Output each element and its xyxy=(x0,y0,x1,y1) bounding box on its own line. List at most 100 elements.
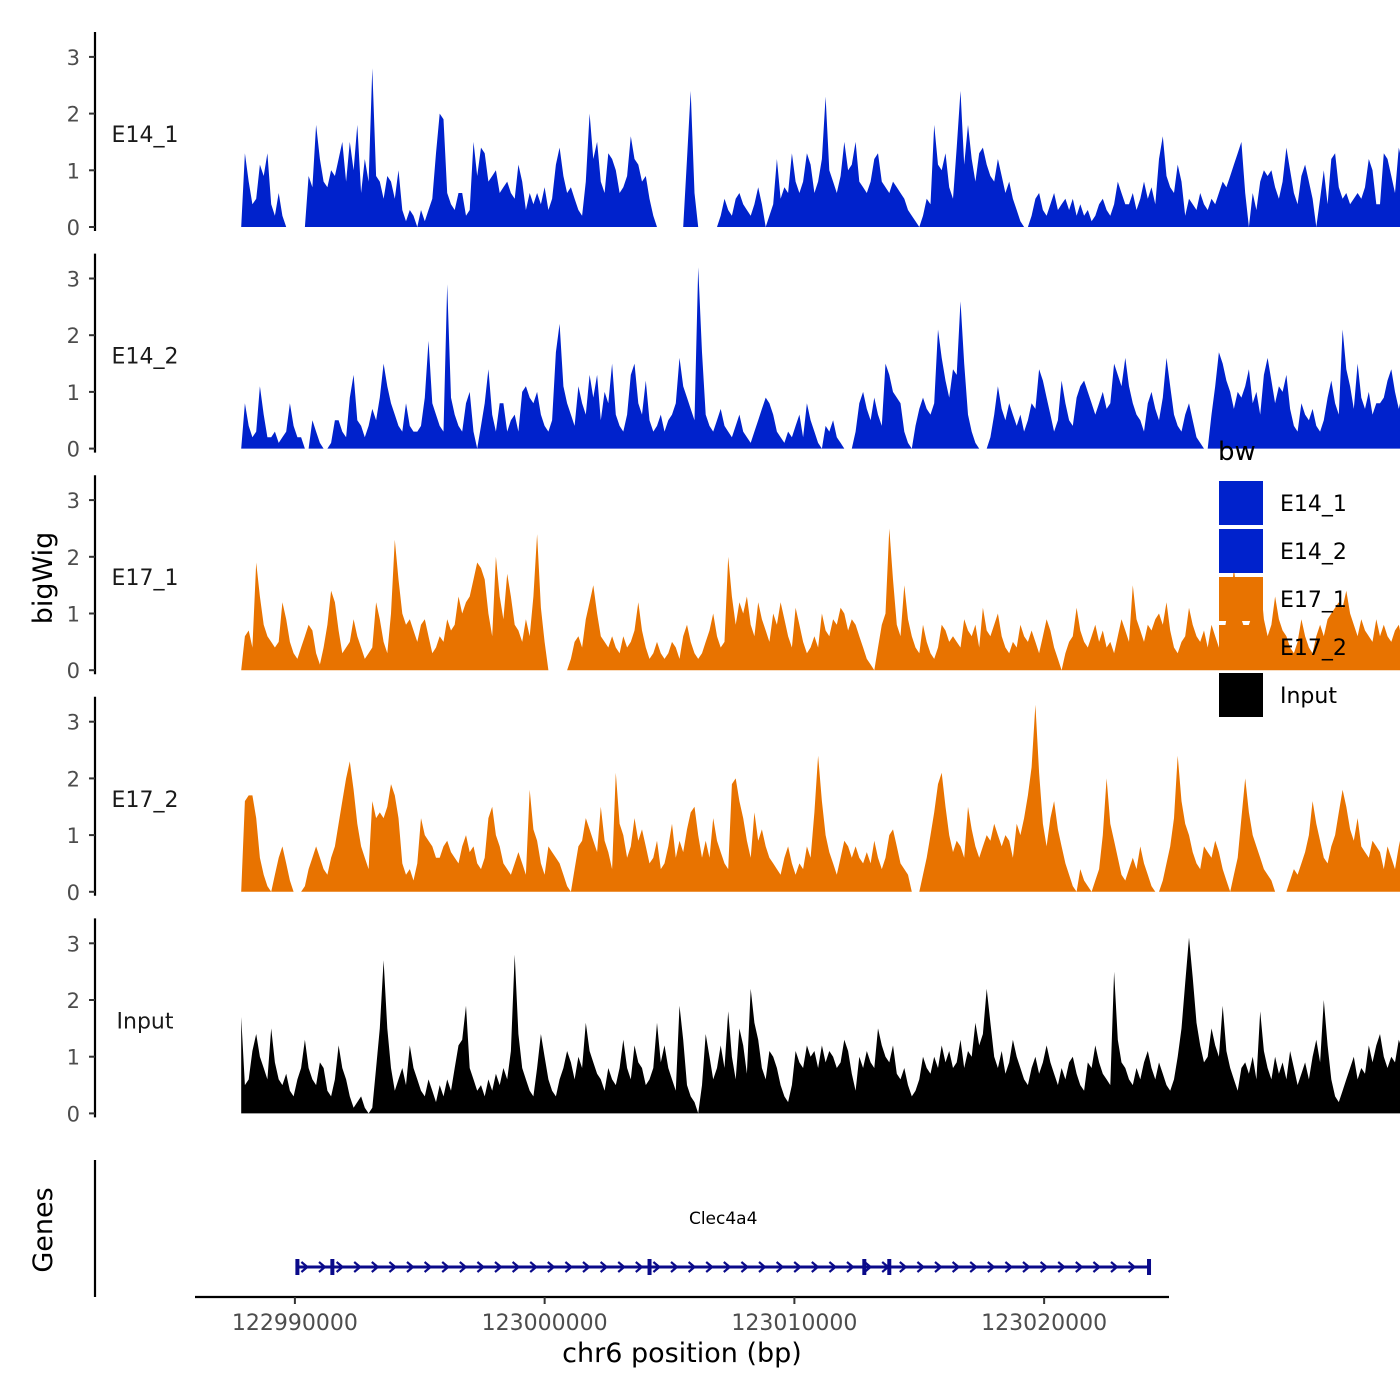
area-e14_1 xyxy=(241,68,1400,227)
exon-mark xyxy=(862,1259,867,1275)
strand-arrow xyxy=(1039,1261,1049,1273)
y-tick-label: 2 xyxy=(67,103,80,127)
genes-axis-title: Genes xyxy=(28,1187,59,1272)
strand-arrow xyxy=(441,1261,450,1273)
y-tick-label: 2 xyxy=(67,546,80,570)
legend: bw E14_1 E14_2 E17_1 E17_2 Input xyxy=(1218,437,1347,717)
y-tick-label: 3 xyxy=(67,46,80,70)
strand-arrow xyxy=(740,1261,750,1273)
legend-label: E14_2 xyxy=(1280,540,1347,565)
strand-arrow xyxy=(564,1261,574,1273)
strand-arrow xyxy=(758,1261,767,1273)
strand-arrow xyxy=(775,1261,785,1273)
y-tick-label: 1 xyxy=(67,159,80,183)
track-label-input: Input xyxy=(117,1009,174,1034)
legend-label: E17_2 xyxy=(1280,636,1347,661)
track-label-e17_1: E17_1 xyxy=(112,566,179,591)
strand-arrow xyxy=(529,1261,538,1273)
strand-arrow xyxy=(723,1261,732,1273)
strand-arrow xyxy=(599,1261,609,1273)
strand-arrow xyxy=(687,1261,697,1273)
gene-clec4a4: Clec4a4 xyxy=(295,1209,1152,1275)
strand-arrow xyxy=(476,1261,486,1273)
strand-arrow xyxy=(423,1261,433,1273)
legend-swatch xyxy=(1219,673,1263,717)
track-e14_2: 0 1 2 3 E14_2 xyxy=(67,253,1400,462)
gene-label: Clec4a4 xyxy=(689,1209,757,1229)
strand-arrow xyxy=(987,1261,996,1273)
y-tick-label: 3 xyxy=(67,268,80,292)
y-tick-label: 1 xyxy=(67,1046,80,1070)
legend-item-input: Input xyxy=(1219,673,1337,717)
x-tick-label: 122990000 xyxy=(232,1311,358,1336)
strand-arrow xyxy=(371,1261,380,1273)
y-tick-label: 0 xyxy=(67,881,80,905)
legend-swatch xyxy=(1219,577,1263,621)
exon-mark xyxy=(295,1259,300,1275)
y-tick-label: 2 xyxy=(67,989,80,1013)
strand-arrow xyxy=(846,1261,855,1273)
track-input: 0 1 2 3 Input xyxy=(67,918,1400,1126)
strand-arrow xyxy=(1057,1261,1066,1273)
legend-item-e14_2: E14_2 xyxy=(1219,529,1347,573)
strand-arrow xyxy=(705,1261,714,1273)
x-tick-label: 123000000 xyxy=(482,1311,608,1336)
strand-arrow xyxy=(1110,1261,1119,1273)
y-tick-label: 3 xyxy=(67,711,80,735)
strand-arrow xyxy=(1075,1261,1084,1273)
strand-arrow xyxy=(652,1261,662,1273)
track-label-e14_1: E14_1 xyxy=(112,123,179,148)
area-e17_2 xyxy=(241,704,1400,892)
strand-arrow xyxy=(547,1261,556,1273)
legend-swatch xyxy=(1219,625,1263,669)
y-tick-label: 3 xyxy=(67,932,80,956)
track-label-e17_2: E17_2 xyxy=(112,788,179,813)
strand-arrow xyxy=(318,1261,327,1273)
strand-arrow xyxy=(335,1261,345,1273)
strand-arrow xyxy=(1127,1261,1137,1273)
strand-arrow xyxy=(863,1261,873,1273)
y-axis-title: bigWig xyxy=(28,532,59,625)
strand-arrow xyxy=(406,1261,415,1273)
x-axis: 122990000 123000000 123010000 123020000 xyxy=(195,1295,1169,1336)
strand-arrow xyxy=(300,1261,310,1273)
strand-arrow xyxy=(1022,1261,1031,1273)
strand-arrow xyxy=(1092,1261,1102,1273)
legend-label: E14_1 xyxy=(1280,492,1347,517)
strand-arrow xyxy=(1004,1261,1014,1273)
strand-arrow xyxy=(899,1261,908,1273)
legend-label: Input xyxy=(1280,684,1337,709)
legend-swatch xyxy=(1219,529,1263,573)
strand-arrow xyxy=(459,1261,468,1273)
y-tick-label: 0 xyxy=(67,659,80,683)
track-e14_1: 0 1 2 3 E14_1 xyxy=(67,32,1400,240)
strand-arrow xyxy=(811,1261,820,1273)
y-tick-label: 1 xyxy=(67,824,80,848)
x-tick-label: 123020000 xyxy=(981,1311,1107,1336)
y-tick-label: 0 xyxy=(67,216,80,240)
area-e14_2 xyxy=(241,267,1400,449)
strand-arrow xyxy=(916,1261,926,1273)
area-e17_1 xyxy=(241,528,1400,671)
strand-arrow xyxy=(793,1261,802,1273)
y-tick-label: 2 xyxy=(67,767,80,791)
strand-arrow xyxy=(494,1261,503,1273)
y-tick-label: 0 xyxy=(67,1102,80,1126)
legend-title: bw xyxy=(1218,437,1256,467)
legend-item-e14_1: E14_1 xyxy=(1219,481,1347,525)
strand-arrow xyxy=(969,1261,978,1273)
legend-label: E17_1 xyxy=(1280,588,1347,613)
exon-mark xyxy=(647,1259,652,1275)
y-tick-label: 1 xyxy=(67,381,80,405)
exon-mark xyxy=(887,1259,892,1275)
x-axis-title: chr6 position (bp) xyxy=(562,1338,802,1369)
y-tick-label: 1 xyxy=(67,603,80,627)
bigwig-tracks: 0 1 2 3 E14_1 0 1 2 3 E14_2 0 1 2 3 E17_1 0 1 2 3 E17_2 0 1 2 3… xyxy=(67,32,1400,1126)
strand-arrow xyxy=(582,1261,591,1273)
strand-arrow xyxy=(353,1261,362,1273)
strand-arrow xyxy=(934,1261,943,1273)
track-e17_1: 0 1 2 3 E17_1 xyxy=(67,475,1400,683)
strand-arrow xyxy=(388,1261,398,1273)
exon-mark xyxy=(330,1259,335,1275)
legend-item-e17_2: E17_2 xyxy=(1219,625,1347,669)
